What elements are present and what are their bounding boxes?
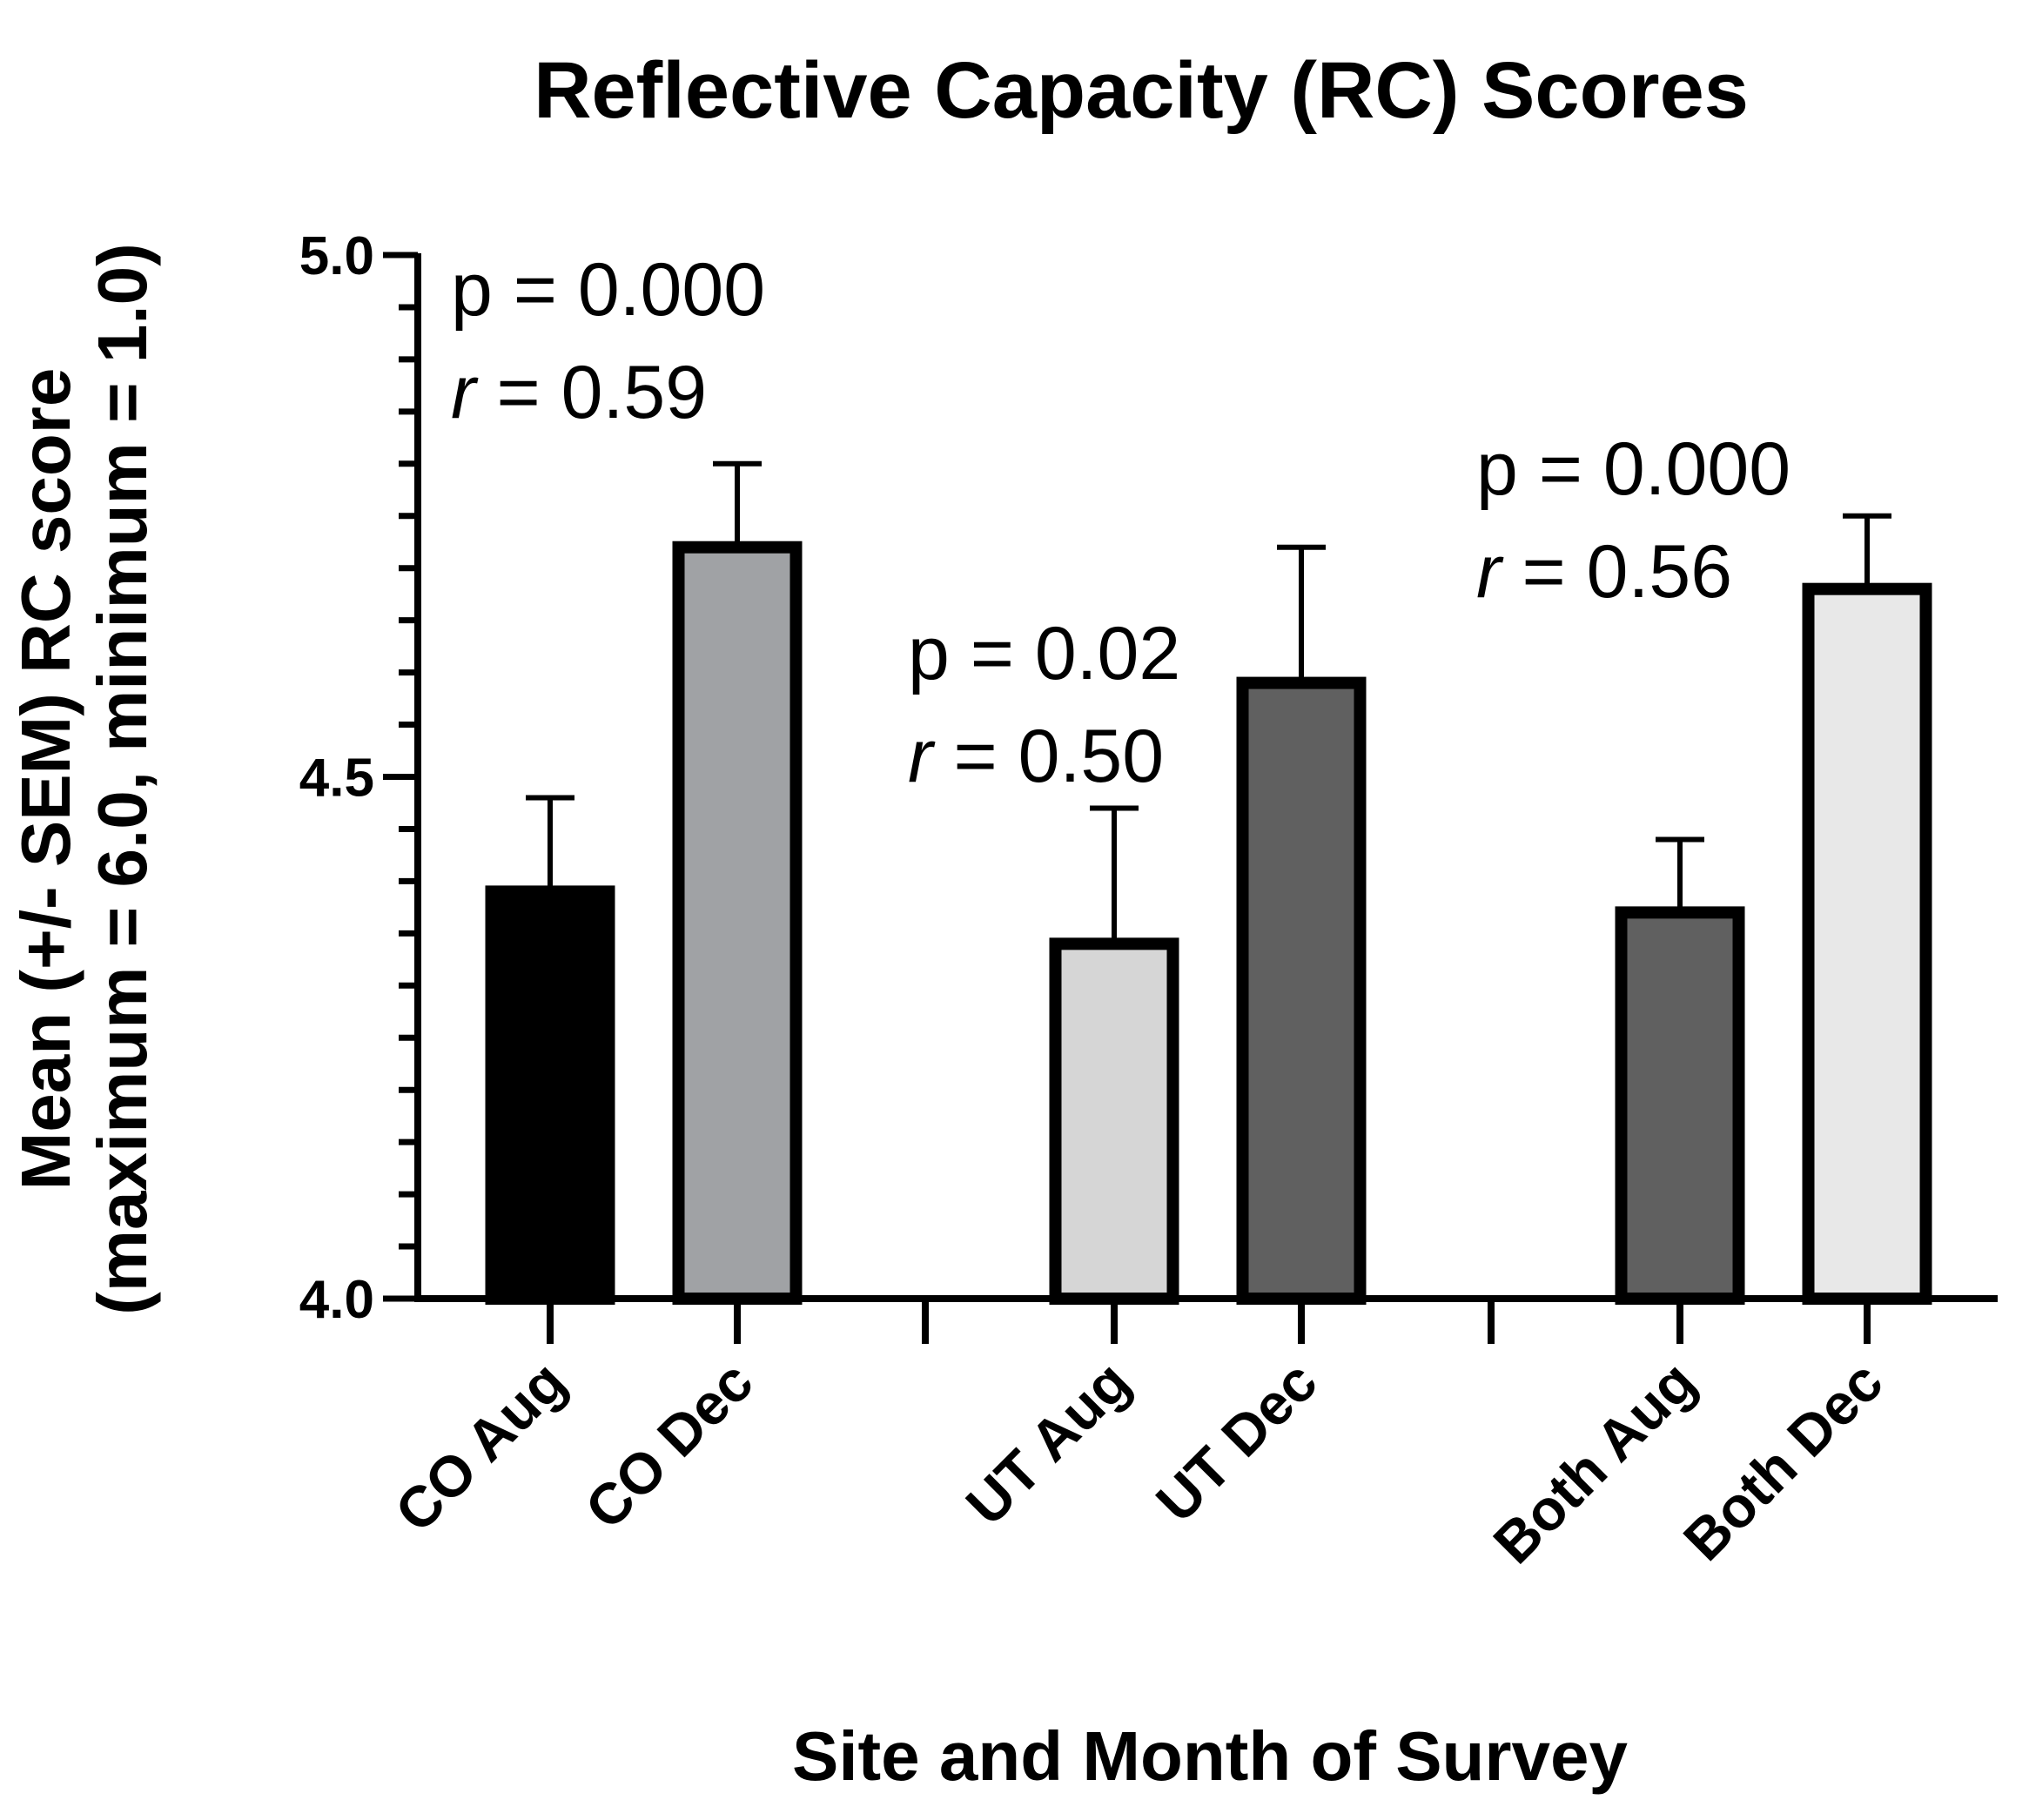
bar <box>1236 676 1367 1305</box>
p-value-text: p = 0.000 <box>1476 427 1790 511</box>
bar <box>672 541 803 1305</box>
r-value-text: r = 0.50 <box>908 715 1164 798</box>
r-symbol: r <box>451 351 479 434</box>
x-tick-label: CO Aug <box>383 1349 578 1544</box>
bar <box>485 885 615 1305</box>
x-tick-label: CO Dec <box>573 1349 765 1541</box>
y-tick-label: 5.0 <box>299 226 374 286</box>
stat-annotation: p = 0.02 r = 0.50 <box>908 612 1180 798</box>
y-axis-label-line1: Mean (+/- SEM) RC score <box>7 368 84 1191</box>
y-tick-label: 4.0 <box>299 1270 374 1330</box>
x-tick-label: Both Aug <box>1481 1349 1708 1576</box>
chart-title: Reflective Capacity (RC) Scores <box>534 46 1749 135</box>
r-value-text: r = 0.56 <box>1476 530 1732 614</box>
p-value-text: p = 0.000 <box>451 248 765 332</box>
r-symbol: r <box>908 715 936 798</box>
r-symbol: r <box>1476 530 1504 614</box>
y-axis-label-line2: (maximum = 6.0, minimum = 1.0) <box>84 243 161 1315</box>
x-tick-label: Both Dec <box>1671 1349 1895 1573</box>
r-value-text: r = 0.59 <box>451 351 707 434</box>
y-axis-label: Mean (+/- SEM) RC score (maximum = 6.0, … <box>7 243 161 1315</box>
y-tick-label: 4.5 <box>299 749 374 809</box>
bar <box>1802 582 1932 1305</box>
r-value: = 0.59 <box>476 351 707 434</box>
bar <box>1049 937 1179 1305</box>
x-tick-label: UT Aug <box>953 1349 1141 1537</box>
x-axis-label: Site and Month of Survey <box>792 1717 1629 1795</box>
bars <box>485 460 1932 1305</box>
stat-annotation: p = 0.000 r = 0.56 <box>1476 427 1790 614</box>
bar <box>1615 906 1745 1305</box>
r-value: = 0.56 <box>1502 530 1732 614</box>
p-value-text: p = 0.02 <box>908 612 1180 695</box>
x-tick-label: UT Dec <box>1144 1349 1329 1535</box>
stat-annotation: p = 0.000 r = 0.59 <box>451 248 765 434</box>
r-value: = 0.50 <box>933 715 1164 798</box>
